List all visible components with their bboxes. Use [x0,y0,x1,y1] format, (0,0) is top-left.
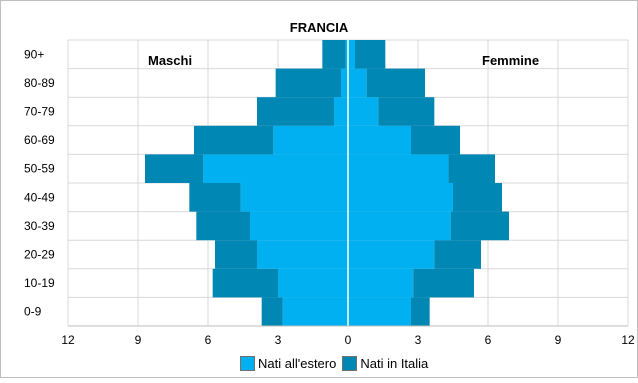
x-tick-label: 3 [275,333,282,347]
x-tick-label: 6 [205,333,212,347]
legend-label-foreign-born: Nati all'estero [258,356,337,371]
bar-female-italy-born [448,154,495,183]
y-tick-label: 0-9 [24,305,42,319]
bar-male-italy-born [196,211,250,241]
x-tick-label: 12 [621,333,635,347]
bar-female-foreign-born [348,154,449,183]
legend-label-italy-born: Nati in Italia [360,356,429,371]
bar-female-italy-born [450,211,509,241]
legend-item-foreign-born: Nati all'estero [240,356,336,371]
legend-swatch-foreign-born [240,356,255,371]
bar-male-italy-born [212,268,278,298]
bar-male-italy-born [189,183,241,212]
bar-female-italy-born [355,40,386,69]
male-side-label: Maschi [148,53,193,68]
y-tick-label: 70-79 [24,105,55,119]
chart-title: FRANCIA [289,20,349,35]
bar-female-foreign-born [348,297,411,326]
female-side-label: Femmine [482,53,540,68]
bar-male-foreign-born [345,40,348,69]
bar-male-italy-born [145,154,204,183]
legend-item-italy-born: Nati in Italia [342,356,428,371]
y-tick-label: 60-69 [24,133,55,147]
y-tick-label: 80-89 [24,76,55,90]
bar-female-foreign-born [348,68,367,98]
bar-male-italy-born [261,297,283,326]
bar-female-foreign-born [348,211,451,241]
bar-male-foreign-born [257,240,348,269]
bar-male-foreign-born [273,125,348,155]
bar-female-foreign-born [348,183,453,212]
chart-legend: Nati all'estero Nati in Italia [240,356,434,371]
y-tick-label: 90+ [24,47,44,61]
bar-female-foreign-born [348,125,411,155]
y-tick-label: 10-19 [24,276,55,290]
bar-female-italy-born [378,97,435,126]
bar-male-italy-born [257,97,334,126]
bar-female-italy-born [434,240,481,269]
x-tick-label: 9 [555,333,562,347]
bar-male-italy-born [194,125,274,155]
legend-swatch-italy-born [342,356,358,371]
bar-male-foreign-born [334,97,348,126]
bar-male-italy-born [215,240,257,269]
bar-female-italy-born [453,183,502,212]
x-tick-label: 3 [415,333,422,347]
y-tick-label: 40-49 [24,190,55,204]
x-tick-label: 6 [485,333,492,347]
bar-male-italy-born [275,68,341,98]
bar-male-foreign-born [203,154,348,183]
bar-male-foreign-born [278,268,348,298]
bar-male-foreign-born [240,183,348,212]
x-tick-label: 12 [61,333,75,347]
x-tick-label: 0 [345,333,352,347]
bar-male-foreign-born [250,211,348,241]
y-tick-label: 30-39 [24,219,55,233]
bar-female-italy-born [413,268,474,298]
bar-male-italy-born [322,40,346,69]
bar-male-foreign-born [282,297,348,326]
x-tick-label: 9 [135,333,142,347]
bar-female-foreign-born [348,268,414,298]
bar-female-italy-born [411,125,460,155]
bar-female-foreign-born [348,40,355,69]
y-tick-label: 50-59 [24,162,55,176]
bar-female-italy-born [411,297,430,326]
bar-female-italy-born [366,68,425,98]
y-tick-label: 20-29 [24,248,55,262]
bar-female-foreign-born [348,240,435,269]
bar-male-foreign-born [341,68,348,98]
bar-female-foreign-born [348,97,379,126]
